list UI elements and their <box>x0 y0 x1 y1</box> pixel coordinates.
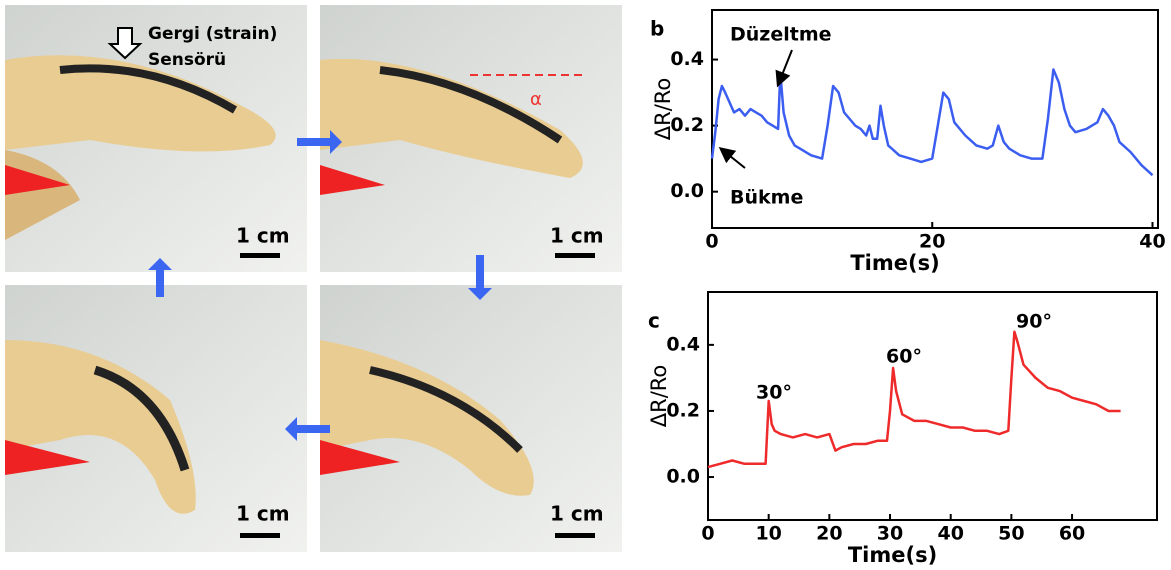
y-tick-label: 0.0 <box>670 180 704 202</box>
x-tick-label: 50 <box>998 523 1024 545</box>
x-tick-label: 30 <box>877 523 903 545</box>
annotation: Düzeltme <box>730 24 832 46</box>
y-tick-label: 0.2 <box>666 399 700 421</box>
annotation: 90° <box>1016 311 1052 333</box>
y-axis-label: ΔR/Ro <box>651 78 675 141</box>
annotation-arrow <box>780 50 792 80</box>
scale-label: 1 cm <box>236 224 290 248</box>
scale-label: 1 cm <box>236 502 290 526</box>
annotation: Bükme <box>730 187 803 209</box>
angle-label: α <box>530 89 542 110</box>
x-tick-label: 60 <box>1059 523 1085 545</box>
photo-panels: Gergi (strain) Sensörü α 1 cm 1 cm 1 cm … <box>5 5 622 552</box>
page: {"figure": {"sensor_label": ["Gergi (str… <box>0 0 1171 570</box>
x-axis-label: Time(s) <box>848 543 937 566</box>
scale-bar <box>555 253 595 258</box>
plot-frame <box>708 292 1157 520</box>
y-tick-label: 0.4 <box>666 333 700 355</box>
panel-label: c <box>648 309 660 333</box>
annotation-arrow <box>725 152 745 168</box>
annotation: 60° <box>886 346 922 368</box>
panel-label: b <box>650 17 664 41</box>
scale-label: 1 cm <box>550 502 604 526</box>
x-tick-label: 20 <box>816 523 842 545</box>
x-tick-label: 20 <box>919 231 945 253</box>
x-axis-label: Time(s) <box>850 251 939 275</box>
scale-label: 1 cm <box>550 224 604 248</box>
y-tick-label: 0.4 <box>670 48 704 70</box>
y-axis-label: ΔR/Ro <box>647 365 671 428</box>
x-tick-label: 0 <box>705 231 718 253</box>
scale-bar <box>240 253 280 258</box>
y-tick-label: 0.0 <box>666 466 700 488</box>
y-tick-label: 0.2 <box>670 114 704 136</box>
annotation: 30° <box>756 382 792 404</box>
x-tick-label: 0 <box>701 523 714 545</box>
figure: Gergi (strain) Sensörü α 1 cm 1 cm 1 cm … <box>0 0 1171 566</box>
x-tick-label: 40 <box>1139 231 1165 253</box>
sensor-label: Sensörü <box>148 50 226 70</box>
data-line <box>712 70 1153 176</box>
scale-bar <box>555 533 595 538</box>
scale-bar <box>240 533 280 538</box>
x-tick-label: 40 <box>937 523 963 545</box>
sensor-label: Gergi (strain) <box>148 24 277 44</box>
x-tick-label: 10 <box>755 523 781 545</box>
